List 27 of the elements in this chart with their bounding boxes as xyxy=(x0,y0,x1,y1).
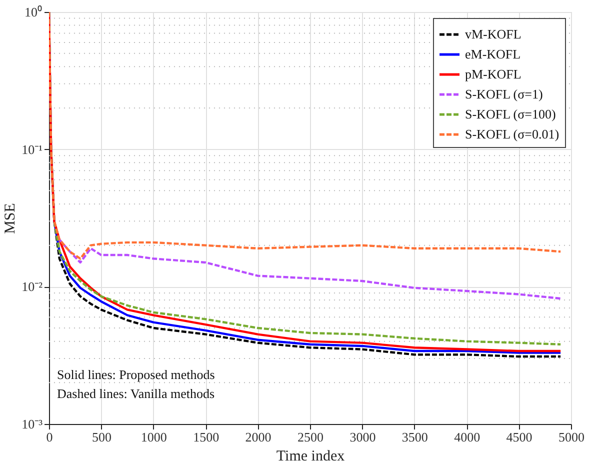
y-tick-label: 10⁻³ xyxy=(22,416,43,432)
x-tick-label: 3000 xyxy=(350,430,376,444)
x-tick-label: 0 xyxy=(46,430,53,444)
legend-label: S-KOFL (σ=1) xyxy=(465,86,543,102)
line-series xyxy=(49,12,562,260)
x-axis-title: Time index xyxy=(276,448,346,464)
x-tick-label: 4000 xyxy=(454,430,480,444)
x-tick-label: 1500 xyxy=(193,430,220,444)
y-tick-label: 10⁻² xyxy=(22,279,43,294)
x-tick-label: 500 xyxy=(92,430,112,444)
legend-label: vM-KOFL xyxy=(465,26,522,42)
legend-label: S-KOFL (σ=100) xyxy=(465,106,556,122)
legend-label: pM-KOFL xyxy=(465,66,522,82)
y-axis-title: MSE xyxy=(2,203,19,234)
line-series xyxy=(58,238,562,300)
legend-label: eM-KOFL xyxy=(465,46,521,62)
x-tick-label: 4500 xyxy=(506,430,532,444)
legend-label: S-KOFL (σ=0.01) xyxy=(465,126,560,142)
x-tick-label: 1000 xyxy=(140,430,167,444)
x-tick-label: 2000 xyxy=(245,430,272,444)
x-tick-label: 5000 xyxy=(558,430,584,444)
annotation: Dashed lines: Vanilla methods xyxy=(57,386,215,401)
y-tick-label: 10⁰ xyxy=(24,4,42,20)
annotation: Solid lines: Proposed methods xyxy=(57,367,215,382)
x-tick-label: 3500 xyxy=(402,430,428,444)
x-tick-label: 2500 xyxy=(298,430,324,444)
y-tick-label: 10⁻¹ xyxy=(22,142,43,157)
